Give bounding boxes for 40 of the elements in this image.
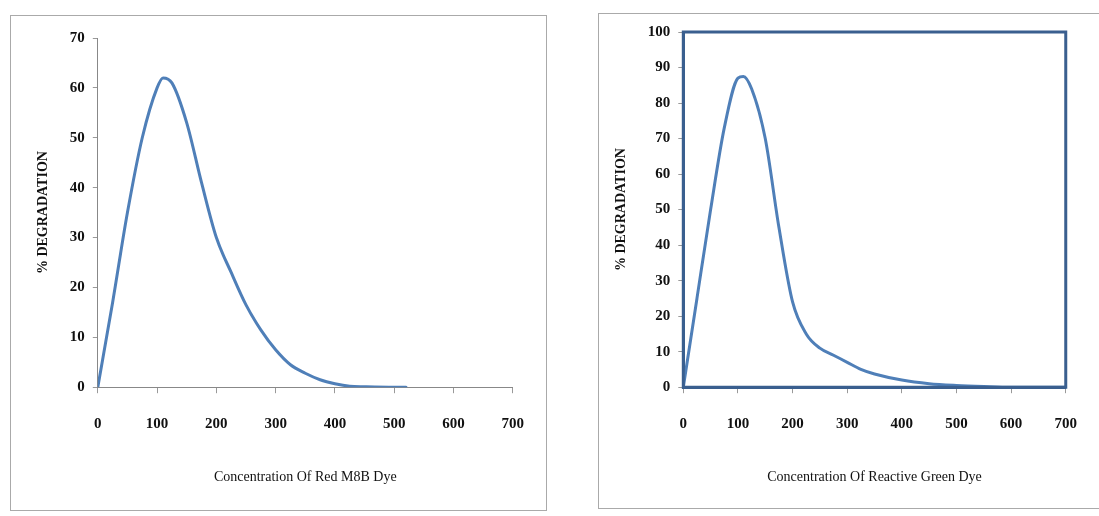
y-tick-label: 70: [655, 129, 671, 146]
x-tick-label: 600: [999, 415, 1023, 432]
x-tick-label: 400: [890, 415, 914, 432]
x-tick-label: 200: [781, 415, 804, 432]
x-tick-label: 300: [264, 415, 287, 432]
x-tick-label: 100: [145, 415, 169, 432]
y-axis-title: % DEGRADATION: [35, 151, 51, 275]
y-tick-label: 100: [647, 22, 671, 39]
y-tick-label: 20: [69, 278, 85, 295]
y-tick-label: 40: [69, 178, 85, 195]
x-tick-label: 400: [323, 415, 347, 432]
x-tick-label: 0: [94, 415, 102, 432]
x-tick-label: 500: [945, 415, 968, 432]
y-tick-label: 90: [655, 58, 671, 75]
y-tick-label: 70: [69, 28, 85, 45]
x-tick-label: 100: [726, 415, 750, 432]
x-tick-label: 0: [679, 415, 688, 432]
y-tick-label: 50: [655, 200, 671, 217]
y-tick-label: 30: [69, 228, 85, 245]
y-tick-label: 30: [655, 271, 671, 288]
y-tick-label: 60: [655, 164, 671, 181]
y-tick-label: 0: [77, 378, 85, 395]
y-tick-label: 10: [69, 328, 85, 345]
x-tick-label: 700: [501, 415, 524, 432]
x-tick-label: 500: [382, 415, 406, 432]
y-axis-title: % DEGRADATION: [613, 148, 629, 272]
x-tick-label: 300: [835, 415, 859, 432]
x-axis-title: Concentration Of Reactive Green Dye: [767, 469, 982, 485]
y-tick-label: 40: [655, 235, 671, 252]
line-series: [97, 76, 408, 388]
x-axis-title: Concentration Of Red M8B Dye: [213, 469, 397, 485]
y-tick-label: 0: [662, 378, 671, 395]
x-tick-label: 700: [1054, 415, 1077, 432]
y-tick-label: 20: [655, 307, 671, 324]
y-tick-label: 60: [69, 78, 85, 95]
y-tick-label: 50: [69, 128, 85, 145]
x-tick-label: 200: [205, 415, 228, 432]
y-tick-label: 80: [655, 93, 671, 110]
x-tick-label: 600: [442, 415, 465, 432]
y-tick-label: 10: [655, 342, 671, 359]
